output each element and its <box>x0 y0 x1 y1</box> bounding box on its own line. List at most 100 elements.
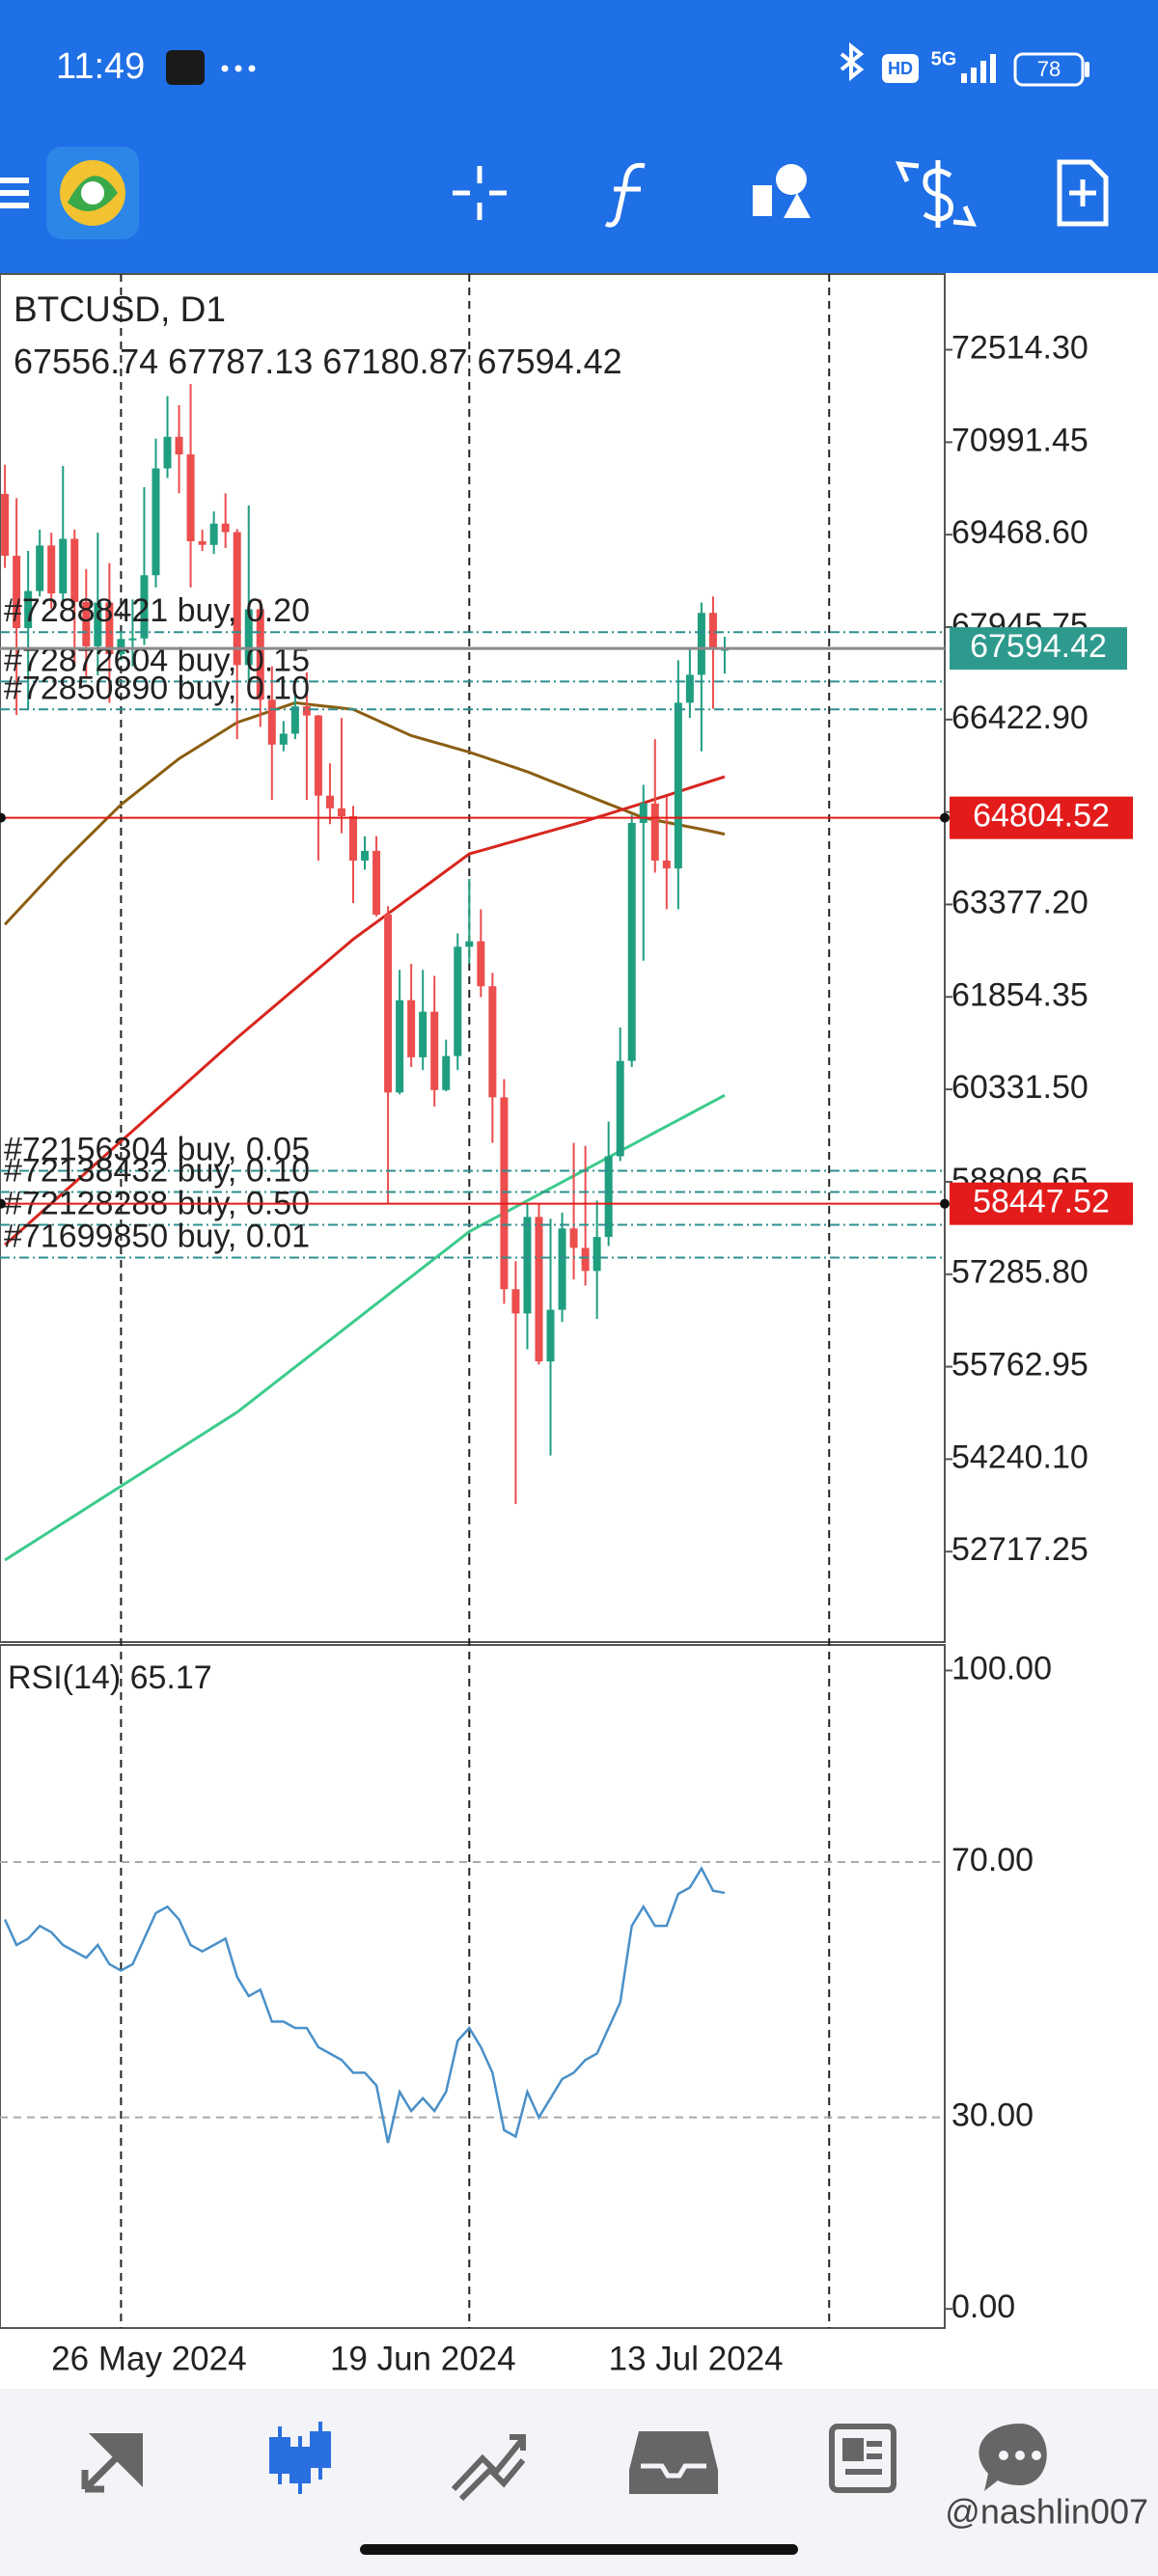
quotes-tab[interactable] <box>81 2433 143 2493</box>
x-tick-label: 13 Jul 2024 <box>609 2340 784 2377</box>
y-tick-label: 70.00 <box>951 1842 1034 1878</box>
candle-body <box>198 540 207 545</box>
candle-body <box>581 1247 590 1272</box>
candle-body <box>233 532 241 666</box>
notification-icon <box>166 50 205 85</box>
candle-body <box>593 1237 601 1272</box>
y-tick-label: 61854.35 <box>951 976 1089 1013</box>
candle-body <box>442 1055 451 1090</box>
candle-body <box>163 436 172 469</box>
messages-tab[interactable] <box>979 2424 1047 2491</box>
y-tick-label: 70991.45 <box>951 422 1089 458</box>
candle-body <box>256 609 264 700</box>
candle-body <box>325 795 334 808</box>
trade-button[interactable] <box>895 160 978 228</box>
order-label: #72138432 buy, 0.10 <box>4 1153 310 1190</box>
y-tick-label: 72514.30 <box>951 329 1089 366</box>
bid-box <box>950 627 1127 671</box>
hd-text: HD <box>888 59 913 78</box>
news-tab[interactable] <box>829 2424 896 2493</box>
candle-body <box>511 1289 520 1314</box>
candle-body <box>117 639 125 655</box>
y-tick-label: 52717.25 <box>951 1531 1089 1568</box>
candle-body <box>36 545 44 591</box>
candle-body <box>140 575 149 639</box>
watermark: @nashlin007 <box>945 2492 1148 2532</box>
candle-body <box>70 538 79 602</box>
chart-tab[interactable] <box>269 2422 331 2494</box>
candle-body <box>361 850 370 861</box>
order-label: #72156304 buy, 0.05 <box>4 1132 310 1168</box>
battery-level: 78 <box>1037 57 1061 81</box>
candle-body <box>384 914 393 1093</box>
candle-body <box>396 1000 404 1093</box>
candle-body <box>47 545 56 594</box>
candle-body <box>430 1011 439 1090</box>
candle-body <box>523 1217 532 1314</box>
candle-body <box>488 986 497 1098</box>
candle-body <box>535 1217 543 1362</box>
close-value: 67594.42 <box>478 342 622 381</box>
rsi-header: RSI(14) 65.17 <box>8 1659 212 1696</box>
rsi-title: RSI(14) <box>8 1659 121 1696</box>
candle-body <box>221 523 230 533</box>
candle-body <box>1 493 10 557</box>
candle-body <box>59 538 68 594</box>
candle-body <box>616 1060 624 1157</box>
moving-average <box>4 1093 726 1562</box>
price-panel <box>0 273 946 1643</box>
open-value: 67556.74 <box>14 342 158 381</box>
candle-body <box>685 674 694 703</box>
menu-button[interactable] <box>0 178 29 208</box>
order-label: #72850890 buy, 0.10 <box>4 670 310 706</box>
new-order-button[interactable] <box>1057 159 1109 227</box>
candle-body <box>302 706 311 716</box>
price-line-end <box>0 812 6 823</box>
candle-body <box>569 1228 578 1248</box>
bluetooth-icon <box>840 41 865 82</box>
objects-button[interactable] <box>753 164 811 218</box>
x-tick-label: 19 Jun 2024 <box>330 2340 516 2377</box>
candle-body <box>558 1228 566 1310</box>
candle-body <box>175 436 183 455</box>
moving-average <box>4 775 726 1247</box>
price-box-label: 58447.52 <box>973 1184 1110 1220</box>
y-tick-label: 55762.95 <box>951 1347 1089 1384</box>
candle-body <box>24 590 33 628</box>
history-tab[interactable] <box>629 2431 718 2494</box>
price-box <box>950 1182 1133 1225</box>
candle-body <box>209 523 218 545</box>
y-tick-label: 30.00 <box>951 2097 1034 2134</box>
candle-body <box>105 602 114 655</box>
candle-body <box>152 468 160 576</box>
price-line-end <box>940 812 950 823</box>
home-indicator <box>360 2544 798 2555</box>
crosshair-button[interactable] <box>453 166 507 220</box>
candle-body <box>82 601 91 646</box>
candle-body <box>407 1000 416 1057</box>
candle-body <box>372 850 381 915</box>
y-tick-label: 66422.90 <box>951 699 1089 736</box>
network-text: 5G <box>931 48 957 69</box>
candle-body <box>650 803 659 861</box>
candle-body <box>279 733 288 745</box>
ohlc-header: 67556.74 67787.13 67180.87 67594.42 <box>14 342 622 381</box>
trade-tab[interactable] <box>451 2434 526 2502</box>
low-value: 67180.87 <box>322 342 467 381</box>
app-icon[interactable] <box>46 147 139 239</box>
candle-body <box>627 822 636 1061</box>
y-tick-label: 54240.10 <box>951 1439 1089 1475</box>
clock: 11:49 <box>56 46 145 87</box>
battery-cap <box>1085 62 1089 77</box>
indicators-button[interactable] <box>604 162 646 228</box>
candle-body <box>128 638 137 641</box>
candle-body <box>419 1011 427 1057</box>
moving-average <box>4 700 726 926</box>
y-tick-label: 60331.50 <box>951 1069 1089 1106</box>
dot <box>248 65 256 72</box>
x-tick-label: 26 May 2024 <box>51 2340 246 2377</box>
rsi-current: 65.17 <box>130 1659 212 1696</box>
battery-icon <box>1013 52 1085 87</box>
hd-badge <box>882 54 919 83</box>
